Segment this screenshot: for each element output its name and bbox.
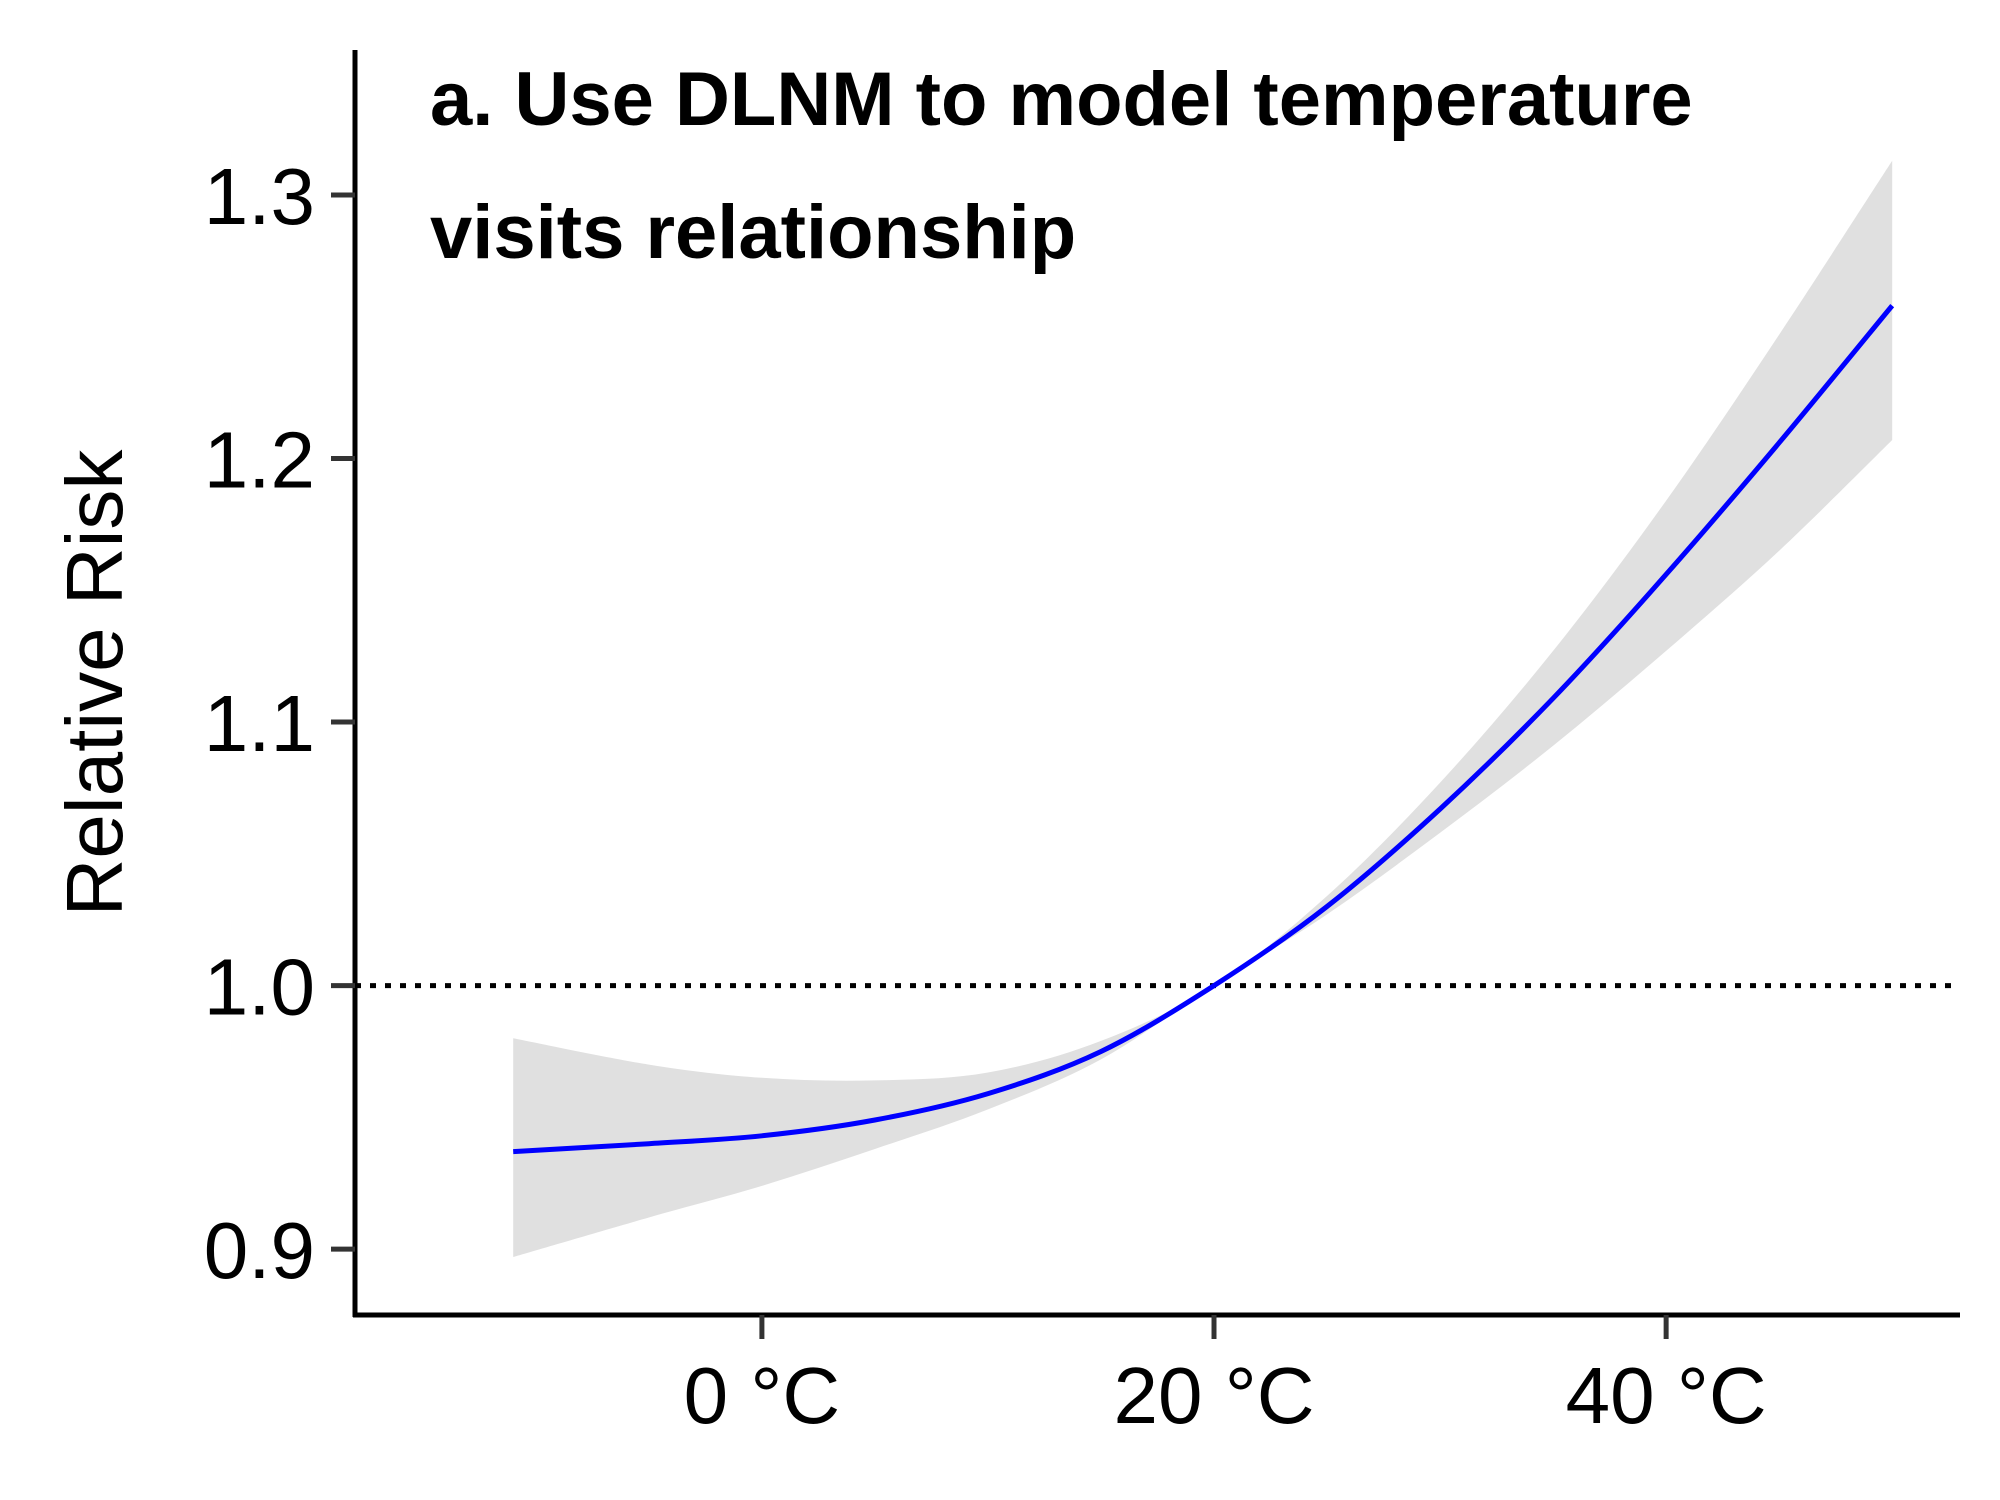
x-tick-label: 0 °C: [684, 1351, 840, 1440]
y-tick-label: 0.9: [204, 1206, 315, 1295]
y-tick-label: 1.0: [204, 943, 315, 1032]
y-tick-label: 1.2: [204, 415, 315, 504]
plot-area: [355, 160, 1960, 1258]
axes: 0.9 1.0 1.1 1.2 1.3 0 °C 20 °C 40 °C: [204, 50, 1960, 1440]
y-axis-label: Relative Risk: [50, 449, 139, 917]
chart-title-line-1: a. Use DLNM to model temperature: [430, 57, 1693, 142]
series-line: [513, 304, 1895, 1155]
y-tick-label: 1.1: [204, 679, 315, 768]
chart-title-line-2: visits relationship: [430, 190, 1076, 275]
y-tick-label: 1.3: [204, 152, 315, 241]
x-tick-label: 20 °C: [1114, 1351, 1315, 1440]
confidence-band: [513, 160, 1893, 1258]
x-tick-label: 40 °C: [1566, 1351, 1767, 1440]
